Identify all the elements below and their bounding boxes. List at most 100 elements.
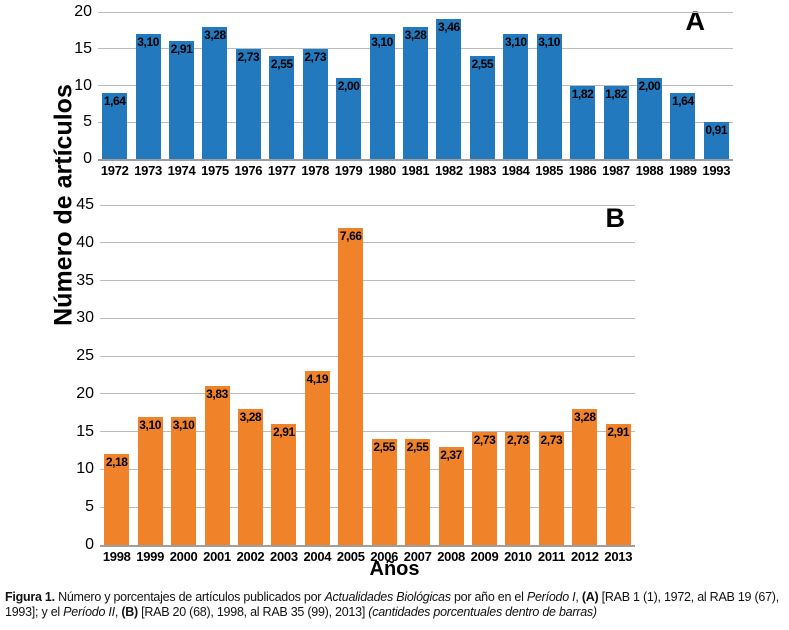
bar-2002: 3,28 bbox=[237, 409, 263, 545]
bar-1975: 3,28 bbox=[202, 26, 228, 159]
x-axis-tick-label: 1978 bbox=[301, 163, 330, 178]
bar-value-label: 2,73 bbox=[304, 49, 327, 64]
bar-value-label: 3,28 bbox=[404, 27, 427, 42]
gridline bbox=[100, 317, 635, 319]
x-axis-tick-label: 1972 bbox=[100, 163, 129, 178]
bar-value-label: 3,10 bbox=[139, 417, 162, 432]
bar-1993: 0,91 bbox=[703, 122, 729, 159]
y-axis-tick-label: 20 bbox=[76, 384, 94, 402]
y-axis-tick-label: 15 bbox=[74, 39, 92, 57]
bar-1973: 3,10 bbox=[135, 34, 161, 159]
bar-value-label: 2,55 bbox=[373, 440, 396, 455]
y-axis-tick-label: 20 bbox=[74, 3, 92, 20]
bar-value-label: 3,10 bbox=[538, 35, 561, 50]
x-axis-tick-label: 2006 bbox=[370, 549, 399, 564]
bar-1981: 3,28 bbox=[403, 26, 428, 159]
bar-2007: 2,55 bbox=[405, 439, 431, 545]
bar-2001: 3,83 bbox=[204, 386, 230, 545]
x-axis-tick-label: 1983 bbox=[468, 163, 497, 178]
bar-value-label: 1,64 bbox=[671, 93, 694, 108]
bar-1987: 1,82 bbox=[603, 85, 629, 159]
bar-value-label: 3,46 bbox=[438, 20, 460, 35]
bar-value-label: 1,64 bbox=[103, 93, 126, 108]
bar-value-label: 3,10 bbox=[371, 35, 393, 50]
x-axis-tick-label: 1976 bbox=[234, 163, 263, 178]
x-axis-tick-label: 1974 bbox=[167, 163, 196, 178]
caption-part: Figura 1. bbox=[5, 590, 55, 604]
bar-value-label: 2,91 bbox=[607, 425, 630, 440]
bar-value-label: 2,73 bbox=[507, 432, 529, 447]
bar-value-label: 1,82 bbox=[605, 86, 627, 101]
bar-1980: 3,10 bbox=[369, 34, 395, 159]
bar-value-label: 2,73 bbox=[473, 432, 496, 447]
caption-part: , bbox=[114, 605, 122, 619]
x-axis-tick-label: 1975 bbox=[201, 163, 229, 178]
y-axis-tick-label: 5 bbox=[85, 498, 94, 516]
y-axis-tick-label: 0 bbox=[85, 536, 94, 553]
bar-value-label: 2,00 bbox=[337, 79, 360, 94]
x-axis-tick-label: 1980 bbox=[368, 163, 396, 178]
bar-1984: 3,10 bbox=[503, 34, 529, 159]
caption-part: Período II bbox=[63, 605, 115, 619]
bar-value-label: 1,82 bbox=[571, 86, 594, 101]
gridline bbox=[100, 393, 635, 395]
bar-value-label: 0,91 bbox=[705, 123, 728, 138]
caption-part: Número y porcentajes de artículos public… bbox=[54, 590, 325, 604]
caption-part: por año en el bbox=[450, 590, 527, 604]
x-axis-tick-label: 1989 bbox=[668, 163, 697, 178]
bar-2009: 2,73 bbox=[472, 431, 498, 545]
bar-value-label: 7,66 bbox=[339, 228, 362, 243]
panel-letter-b: B bbox=[605, 203, 626, 233]
x-axis-tick-label: 1982 bbox=[435, 163, 463, 178]
bar-value-label: 2,91 bbox=[170, 42, 193, 57]
caption-part: (B) bbox=[121, 605, 138, 619]
gridline bbox=[100, 204, 635, 206]
y-axis-tick-label: 10 bbox=[74, 76, 92, 94]
figure-caption: Figura 1. Número y porcentajes de artícu… bbox=[5, 590, 786, 620]
bar-1985: 3,10 bbox=[536, 34, 562, 159]
bar-2006: 2,55 bbox=[371, 439, 397, 545]
x-axis-tick-label: 2002 bbox=[236, 549, 265, 564]
bar-2003: 2,91 bbox=[271, 424, 297, 545]
bar-value-label: 3,83 bbox=[206, 387, 228, 402]
bar-1999: 3,10 bbox=[137, 416, 163, 545]
bar-1989: 1,64 bbox=[670, 92, 696, 159]
bar-value-label: 2,00 bbox=[638, 79, 661, 94]
x-axis-tick-label: 1986 bbox=[568, 163, 597, 178]
x-axis-tick-label: 1988 bbox=[635, 163, 664, 178]
panel-letter-a: A bbox=[685, 6, 706, 36]
panel-b-chart: B 45 40 35 30 25 20 15 10 5 0 2,18 1998 3,10 1999 3,10… bbox=[76, 196, 635, 564]
y-axis-tick-label: 10 bbox=[76, 460, 94, 478]
caption-part: Período I bbox=[526, 590, 576, 604]
bar-2011: 2,73 bbox=[538, 431, 564, 545]
bar-2005: 7,66 bbox=[338, 227, 364, 545]
bar-value-label: 2,73 bbox=[237, 49, 260, 64]
bar-value-label: 3,28 bbox=[204, 27, 226, 42]
bar-value-label: 4,19 bbox=[306, 372, 329, 387]
gridline bbox=[100, 468, 635, 470]
x-axis-tick-label: 1973 bbox=[134, 163, 162, 178]
bar-1978: 2,73 bbox=[302, 48, 328, 159]
caption-part: [RAB 1 (1), 1972, al RAB 19 (67), 1993];… bbox=[5, 590, 779, 619]
x-axis-tick-label: 1984 bbox=[501, 163, 530, 178]
bar-2000: 3,10 bbox=[171, 416, 197, 545]
caption-part: (cantidades porcentuales dentro de barra… bbox=[368, 605, 597, 619]
bar-1988: 2,00 bbox=[636, 78, 662, 159]
bar-1972: 1,64 bbox=[102, 92, 128, 159]
bar-2004: 4,19 bbox=[304, 371, 330, 545]
y-axis-tick-label: 35 bbox=[76, 271, 94, 289]
caption-part: , bbox=[575, 590, 582, 604]
x-axis-tick-label: 2012 bbox=[570, 549, 599, 564]
y-axis-tick-label: 30 bbox=[76, 309, 94, 327]
caption-part: [RAB 20 (68), 1998, al RAB 35 (99), 2013… bbox=[137, 605, 369, 619]
bar-1982: 3,46 bbox=[436, 19, 462, 159]
bar-value-label: 2,73 bbox=[540, 432, 563, 447]
x-axis-tick-label: 1981 bbox=[401, 163, 430, 178]
gridline bbox=[100, 280, 635, 282]
x-axis-label: Años bbox=[369, 558, 420, 580]
bar-2010: 2,73 bbox=[505, 431, 531, 545]
gridline bbox=[100, 506, 635, 508]
bar-value-label: 3,28 bbox=[239, 410, 262, 424]
bar-value-label: 3,28 bbox=[573, 410, 596, 424]
x-axis-tick-label: 2001 bbox=[203, 549, 231, 564]
